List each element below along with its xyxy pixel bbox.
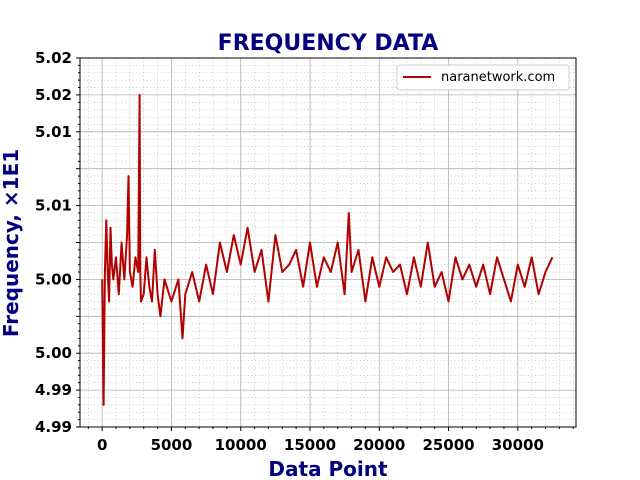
x-axis: 0 5000 10000 15000 20000 25000 30000 <box>87 427 574 454</box>
x-tick-label: 15000 <box>284 436 336 454</box>
x-tick-label: 25000 <box>422 436 474 454</box>
legend-label: naranetwork.com <box>441 70 555 85</box>
x-tick-label: 20000 <box>353 436 405 454</box>
x-tick-label: 30000 <box>492 436 544 454</box>
legend: naranetwork.com <box>396 64 570 91</box>
y-tick-label: 5.01 <box>35 197 72 215</box>
x-axis-label: Data Point <box>268 457 388 480</box>
series-line-naranetwork <box>101 93 554 406</box>
y-tick-label: 5.01 <box>35 123 72 141</box>
y-axis-label: Frequency, ×1E1 <box>0 149 23 337</box>
chart-title: FREQUENCY DATA <box>218 31 439 56</box>
y-tick-label: 5.00 <box>35 344 72 362</box>
plot-area <box>101 93 554 406</box>
x-tick-label: 5000 <box>151 436 193 454</box>
y-tick-label: 5.02 <box>35 86 72 104</box>
y-tick-label: 5.02 <box>35 49 72 67</box>
major-grid <box>80 57 576 428</box>
y-axis: 4.99 4.99 5.00 5.00 5.01 5.01 5.02 5.02 <box>35 49 80 436</box>
y-tick-label: 4.99 <box>35 418 72 436</box>
legend-box <box>396 64 570 91</box>
y-tick-label: 4.99 <box>35 381 72 399</box>
y-tick-label: 5.00 <box>35 270 72 288</box>
x-tick-label: 0 <box>97 436 107 454</box>
x-tick-label: 10000 <box>215 436 267 454</box>
